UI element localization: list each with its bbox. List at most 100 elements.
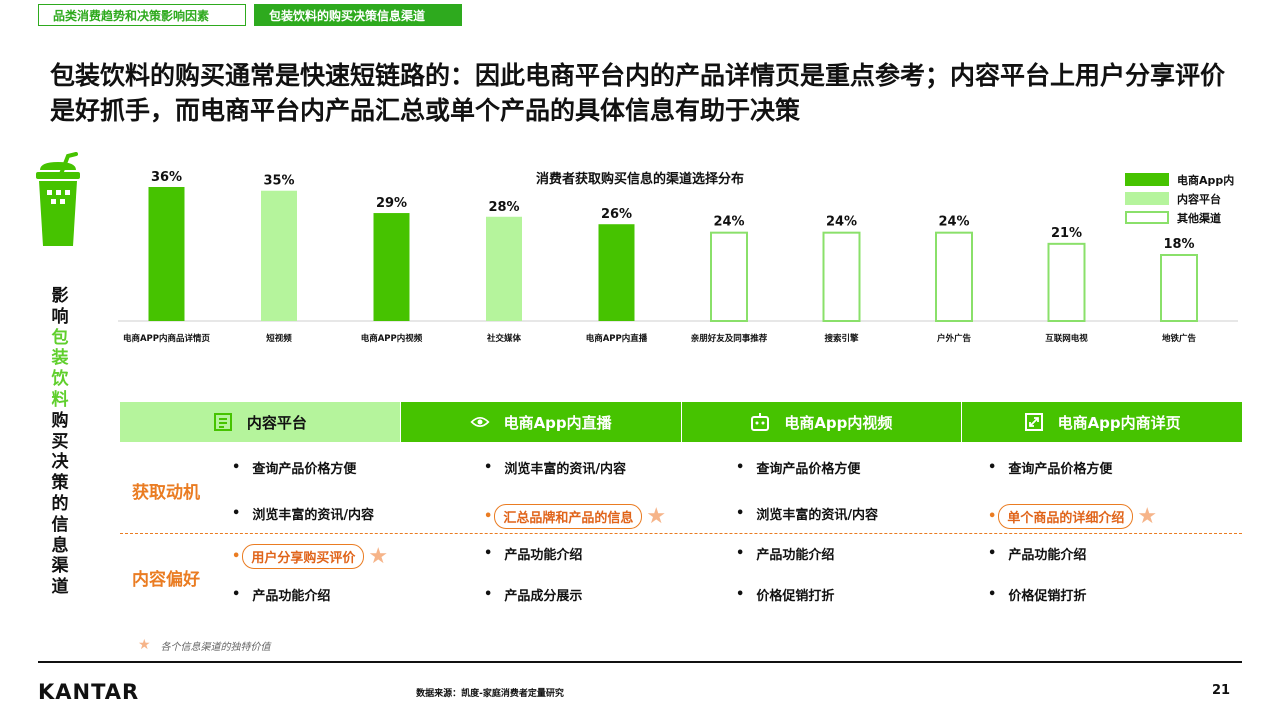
legend-item-ecommerce: 电商App内 (1125, 170, 1234, 189)
bullet: • (232, 460, 241, 475)
bar-value-label: 21% (1051, 226, 1082, 241)
drink-cup-icon (36, 152, 80, 246)
bar (822, 231, 861, 323)
cell-text: 产品功能介绍 (504, 548, 583, 563)
legend-label: 其他渠道 (1177, 211, 1221, 225)
table-cell: • 价格促销打折 (988, 585, 1086, 604)
side-label-char: 饮 (51, 369, 69, 390)
table-cell: • 查询产品价格方便 (736, 458, 860, 477)
header-livestream: 电商App内直播 (399, 402, 681, 442)
side-label-char: 渠 (51, 556, 69, 577)
category-tick-label: 搜索引擎 (824, 333, 859, 344)
bar-value-label: 24% (938, 215, 969, 230)
side-label-char: 料 (51, 389, 69, 410)
table-cell: • 产品功能介绍 (736, 544, 834, 563)
page-headline: 包装饮料的购买通常是快速短链路的：因此电商平台内的产品详情页是重点参考；内容平台… (50, 61, 1226, 125)
side-label-char: 影 (51, 286, 69, 306)
tab-purchase-channels[interactable]: 包装饮料的购买决策信息渠道 (254, 4, 462, 26)
side-label-char: 装 (51, 348, 69, 369)
table-cell: • 产品功能介绍 (484, 544, 582, 563)
category-tick-label: 社交媒体 (486, 333, 522, 344)
category-tick-label: 短视频 (266, 333, 292, 344)
table-cell: • 浏览丰富的资讯/内容 (484, 458, 626, 477)
bullet: • (988, 546, 997, 561)
note-text: 各个信息渠道的独特价值 (160, 641, 271, 653)
bullet: • (232, 549, 241, 564)
bar-value-label: 29% (376, 196, 407, 211)
side-label-char: 决 (51, 452, 69, 473)
bar-value-label: 26% (601, 207, 632, 222)
category-tick-label: 电商APP内直播 (586, 333, 648, 344)
bar (1047, 242, 1086, 322)
section-tabs: 品类消费趋势和决策影响因素 包装饮料的购买决策信息渠道 (38, 4, 462, 26)
header-label: 电商App内直播 (503, 413, 612, 432)
legend-item-content: 内容平台 (1125, 189, 1234, 208)
table-cell: • 浏览丰富的资讯/内容 (736, 504, 878, 523)
bar-value-label: 18% (1163, 237, 1194, 252)
bar-value-label: 24% (826, 215, 857, 230)
cell-text: 浏览丰富的资讯/内容 (756, 508, 879, 523)
row-label-preference: 内容偏好 (132, 570, 200, 590)
legend-label: 电商App内 (1177, 173, 1235, 187)
channel-bar-chart: 36% 电商APP内商品详情页 35% 短视频 29% 电商APP内视频 28% 社交媒体 26… (118, 170, 1238, 344)
header-label: 电商App内商详页 (1057, 413, 1181, 432)
table-cell: • 浏览丰富的资讯/内容 (232, 504, 374, 523)
bar (1160, 254, 1198, 322)
category-tick-label: 户外广告 (936, 333, 972, 344)
category-tick-label: 电商APP内视频 (361, 333, 423, 344)
star-icon: ★ (368, 543, 389, 569)
legend-swatch-ecommerce (1125, 173, 1169, 186)
header-content-platform: 内容平台 (120, 402, 400, 442)
category-tick-label: 亲朋好友及同事推荐 (691, 333, 768, 344)
bullet: • (736, 460, 745, 475)
cell-text: 浏览丰富的资讯/内容 (252, 508, 375, 523)
side-label-char: 购 (51, 410, 69, 431)
bullet: • (736, 587, 745, 602)
bullet: • (232, 506, 241, 521)
highlight-pill: 用户分享购买评价 (242, 544, 365, 569)
data-source: 数据来源：凯度-家庭消费者定量研究 (0, 686, 1280, 699)
header-label: 内容平台 (246, 413, 307, 432)
table-cell: • 用户分享购买评价 ★ (232, 544, 388, 569)
legend-swatch-other (1125, 211, 1169, 224)
bullet: • (484, 587, 493, 602)
data-source-text: 数据来源：凯度-家庭消费者定量研究 (416, 689, 564, 699)
side-vertical-label: 影响包装饮料购买决策的信息渠道 (48, 286, 72, 598)
eye-icon (470, 412, 490, 432)
bullet: • (988, 460, 997, 475)
bar-value-label: 28% (488, 200, 519, 215)
header-product-detail: 电商App内商详页 (961, 402, 1242, 442)
table-cell: • 查询产品价格方便 (232, 458, 356, 477)
side-label-char: 买 (51, 431, 69, 452)
tab-category-trends[interactable]: 品类消费趋势和决策影响因素 (38, 4, 246, 26)
bar (373, 213, 410, 321)
category-tick-label: 互联网电视 (1045, 333, 1088, 344)
bullet: • (988, 509, 997, 524)
star-icon: ★ (1137, 503, 1158, 529)
table-cell: • 产品成分展示 (484, 585, 582, 604)
table-cell: • 价格促销打折 (736, 585, 834, 604)
cell-text: 查询产品价格方便 (756, 462, 861, 477)
side-label-char: 息 (51, 535, 69, 556)
bar (598, 224, 635, 321)
cell-text: 浏览丰富的资讯/内容 (504, 462, 627, 477)
chart-title: 消费者获取购买信息的渠道选择分布 (0, 168, 1280, 187)
document-icon (213, 412, 233, 432)
bar-value-label: 24% (713, 215, 744, 230)
table-cell: • 单个商品的详细介绍 ★ (988, 504, 1157, 529)
side-label-char: 策 (51, 473, 69, 494)
bullet: • (484, 509, 493, 524)
cell-text: 查询产品价格方便 (1008, 462, 1113, 477)
table-cell: • 产品功能介绍 (232, 585, 330, 604)
kantar-logo: KANTAR (38, 680, 140, 704)
side-label-char: 道 (51, 577, 69, 598)
legend-item-other: 其他渠道 (1125, 208, 1234, 227)
cell-text: 产品成分展示 (504, 589, 583, 604)
highlight-pill: 汇总品牌和产品的信息 (494, 504, 643, 529)
category-tick-label: 地铁广告 (1162, 333, 1197, 344)
bullet: • (484, 460, 493, 475)
cell-text: 价格促销打折 (756, 589, 835, 604)
side-label-char: 包 (51, 327, 69, 348)
side-label-char: 响 (51, 306, 69, 327)
chart-title-text: 消费者获取购买信息的渠道选择分布 (535, 172, 744, 187)
